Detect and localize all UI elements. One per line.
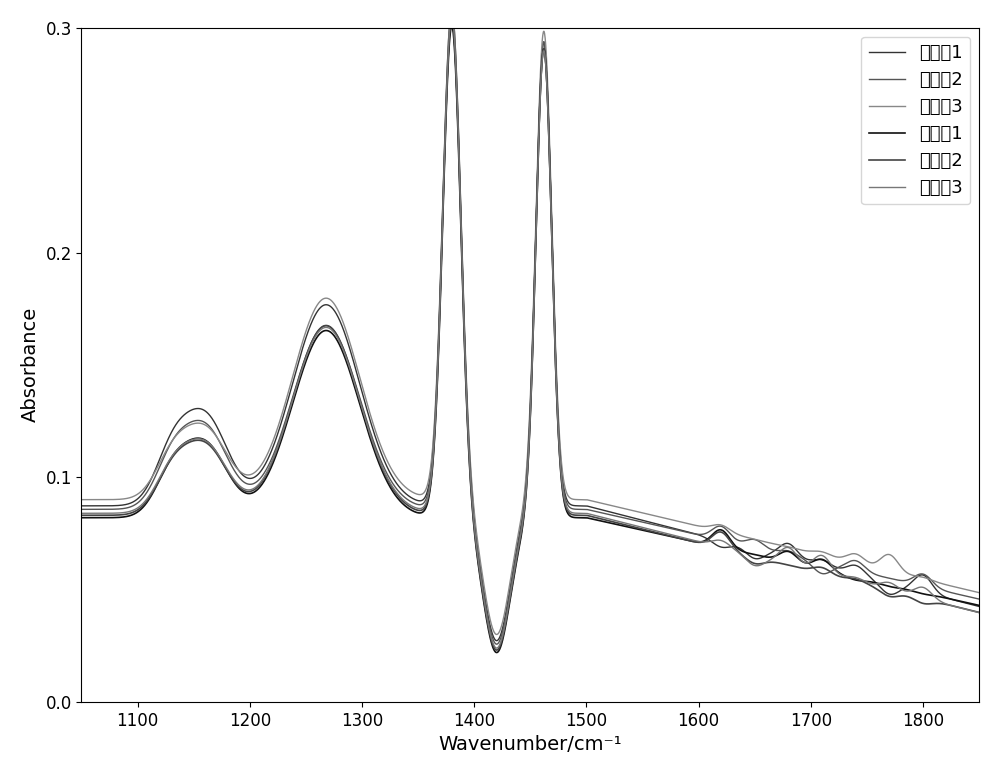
运行油2 (231, 470, 243, 480)
老化油1 (178, 439, 190, 448)
老化油1 (859, 577, 871, 586)
Line: 运行油1: 运行油1 (81, 9, 979, 641)
老化油3 (859, 577, 871, 586)
运行油3 (178, 424, 190, 433)
Line: 老化油1: 老化油1 (81, 26, 979, 653)
运行油1 (75, 501, 87, 511)
运行油1 (446, 5, 458, 14)
运行油3 (956, 584, 968, 594)
Line: 运行油3: 运行油3 (81, 9, 979, 635)
X-axis label: Wavenumber/cm⁻¹: Wavenumber/cm⁻¹ (439, 735, 622, 754)
老化油2 (420, 501, 432, 510)
运行油1 (459, 339, 471, 349)
运行油3 (459, 336, 471, 345)
运行油2 (446, 16, 458, 26)
运行油3 (973, 588, 985, 598)
运行油1 (956, 598, 968, 607)
老化油3 (956, 604, 968, 613)
老化油1 (956, 597, 968, 606)
运行油3 (491, 630, 503, 639)
运行油2 (859, 563, 871, 572)
老化油2 (491, 646, 503, 655)
老化油1 (459, 353, 471, 362)
老化油3 (446, 12, 458, 22)
老化油2 (231, 480, 243, 490)
Line: 运行油2: 运行油2 (81, 21, 979, 644)
运行油2 (178, 422, 190, 431)
Line: 老化油3: 老化油3 (81, 17, 979, 648)
老化油2 (956, 604, 968, 613)
老化油2 (446, 13, 458, 22)
老化油1 (491, 648, 503, 657)
运行油2 (973, 594, 985, 604)
运行油2 (459, 346, 471, 355)
运行油1 (420, 491, 432, 501)
Legend: 运行油1, 运行油2, 运行油3, 老化油1, 老化油2, 老化油3: 运行油1, 运行油2, 运行油3, 老化油1, 老化油2, 老化油3 (861, 37, 970, 205)
老化油1 (231, 481, 243, 491)
运行油2 (75, 505, 87, 514)
Line: 老化油2: 老化油2 (81, 18, 979, 650)
运行油3 (231, 464, 243, 474)
老化油3 (973, 608, 985, 618)
运行油2 (491, 639, 503, 649)
老化油1 (75, 513, 87, 522)
老化油3 (231, 479, 243, 488)
老化油2 (75, 511, 87, 520)
运行油3 (446, 4, 458, 13)
运行油1 (859, 568, 871, 577)
老化油3 (420, 499, 432, 508)
Y-axis label: Absorbance: Absorbance (21, 307, 40, 422)
老化油2 (859, 578, 871, 587)
老化油1 (446, 22, 458, 31)
老化油3 (459, 347, 471, 356)
运行油3 (75, 495, 87, 505)
老化油2 (459, 349, 471, 358)
老化油2 (973, 608, 985, 617)
老化油2 (178, 441, 190, 450)
运行油3 (859, 555, 871, 564)
运行油1 (231, 463, 243, 473)
老化油3 (178, 439, 190, 449)
老化油1 (420, 504, 432, 513)
运行油3 (420, 485, 432, 494)
运行油2 (956, 591, 968, 600)
老化油3 (75, 508, 87, 518)
运行油1 (491, 636, 503, 646)
运行油2 (420, 495, 432, 505)
运行油1 (973, 602, 985, 611)
运行油1 (178, 411, 190, 420)
老化油3 (491, 643, 503, 653)
老化油1 (973, 601, 985, 610)
